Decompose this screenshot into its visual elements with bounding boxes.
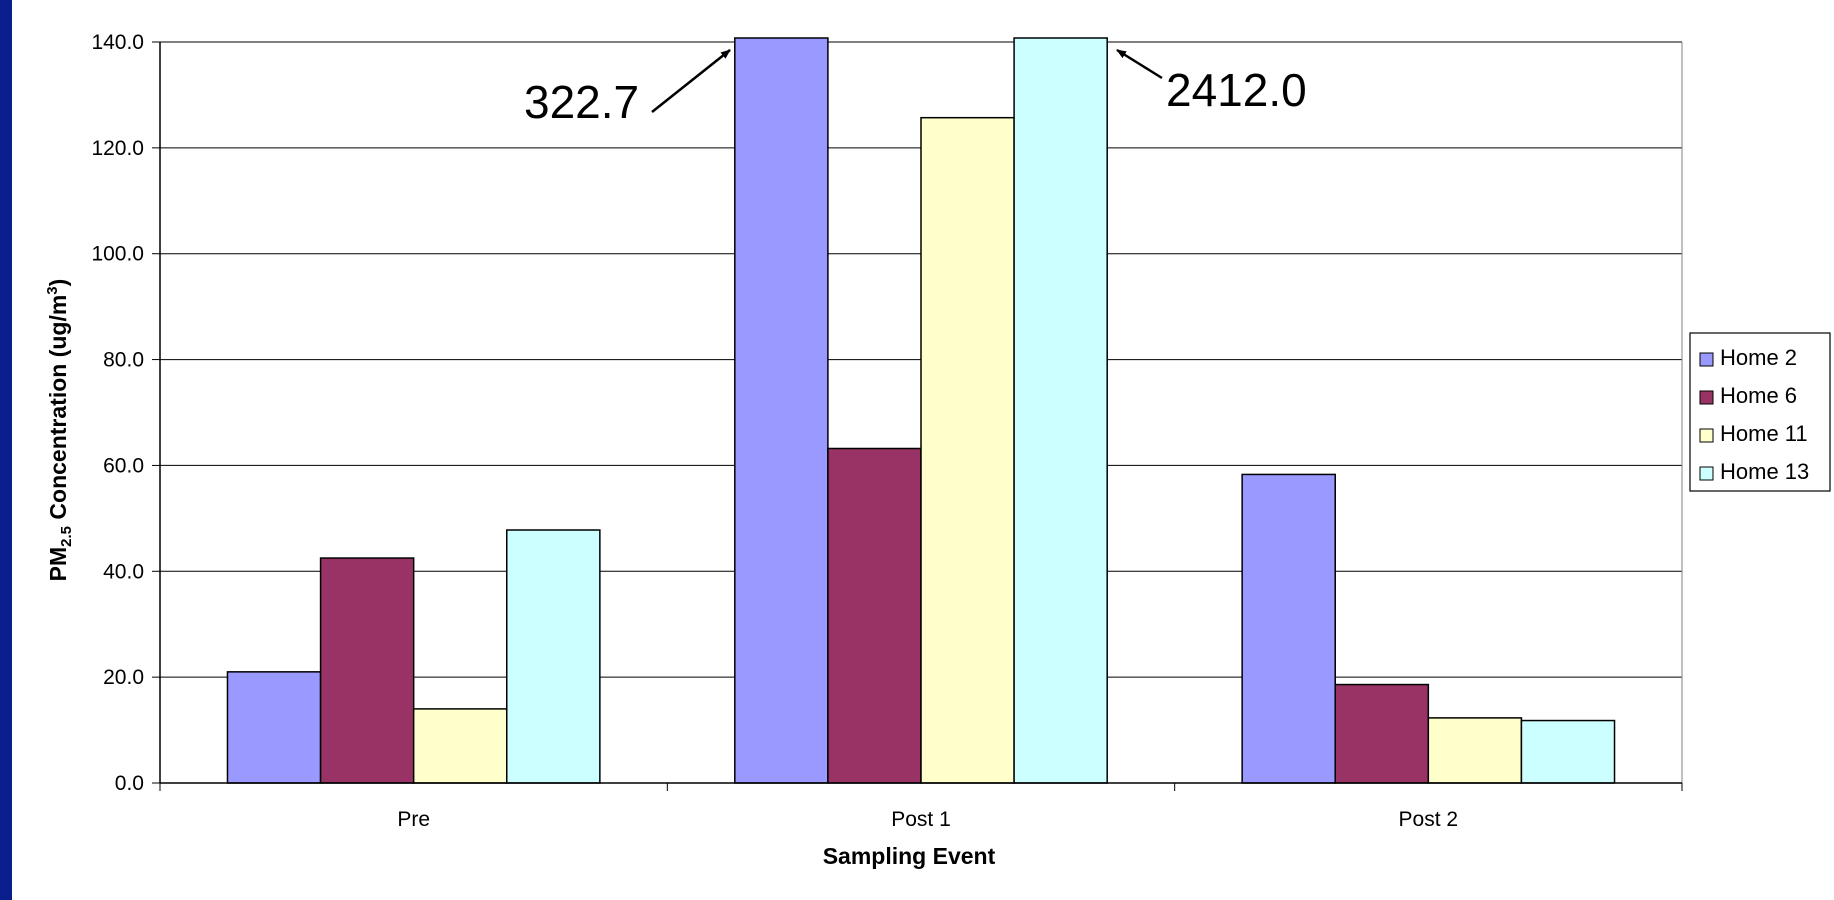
axes bbox=[152, 41, 1683, 791]
bar-home-2-post-1 bbox=[734, 37, 829, 784]
bars-group bbox=[226, 37, 1616, 784]
y-tick-label: 140.0 bbox=[91, 31, 144, 54]
bar-home-11-post-1 bbox=[920, 116, 1015, 784]
annotations: 322.7 2412.0 bbox=[524, 48, 1307, 128]
x-tick-labels: Pre Post 1 Post 2 bbox=[397, 808, 1458, 831]
x-axis-title: Sampling Event bbox=[823, 843, 996, 869]
y-tick-label: 40.0 bbox=[103, 560, 144, 583]
legend-label: Home 11 bbox=[1720, 421, 1808, 446]
x-tick-label: Pre bbox=[397, 808, 430, 831]
bar-chart: 0.0 20.0 40.0 60.0 80.0 100.0 120.0 140.0 Pre Po… bbox=[44, 31, 1831, 869]
y-tick-label: 80.0 bbox=[103, 349, 144, 372]
y-tick-label: 100.0 bbox=[91, 243, 144, 266]
annotation-arrow-home13 bbox=[1116, 48, 1163, 80]
annotation-home2-post1: 322.7 bbox=[524, 76, 639, 128]
y-axis-title-prefix: PM bbox=[45, 547, 71, 582]
bar-home-6-post-1 bbox=[827, 447, 922, 784]
y-tick-labels: 0.0 20.0 40.0 60.0 80.0 100.0 120.0 140.0 bbox=[91, 31, 144, 795]
bar-home-11-post-2 bbox=[1427, 717, 1523, 784]
chart-frame: 0.0 20.0 40.0 60.0 80.0 100.0 120.0 140.0 Pre Po… bbox=[12, 0, 1834, 900]
legend-label: Home 6 bbox=[1720, 383, 1797, 408]
x-tick-label: Post 2 bbox=[1399, 808, 1459, 831]
legend-label: Home 13 bbox=[1720, 459, 1809, 484]
y-axis-title-superscript: 3 bbox=[44, 286, 61, 294]
y-axis-title-middle: Concentration (ug/m bbox=[45, 295, 71, 526]
y-tick-label: 0.0 bbox=[115, 772, 144, 795]
legend-swatch bbox=[1699, 466, 1714, 481]
bar-home-6-pre bbox=[319, 557, 415, 784]
bar-home-13-pre bbox=[506, 529, 601, 784]
y-tick-label: 120.0 bbox=[91, 137, 144, 160]
annotation-home13-post1: 2412.0 bbox=[1166, 64, 1307, 116]
bar-home-6-post-2 bbox=[1334, 683, 1430, 784]
y-axis-title-suffix: ) bbox=[45, 279, 71, 287]
y-tick-label: 60.0 bbox=[103, 454, 144, 477]
y-axis-title: PM2.5 Concentration (ug/m3) bbox=[44, 279, 75, 582]
legend-swatch bbox=[1699, 352, 1714, 367]
legend: Home 2 Home 6 Home 11 Home 13 bbox=[1689, 332, 1831, 492]
bar-home-13-post-2 bbox=[1520, 719, 1616, 784]
legend-box bbox=[1689, 332, 1831, 492]
bar-home-2-pre bbox=[226, 671, 322, 784]
bar-home-11-pre bbox=[412, 708, 508, 784]
y-tick-label: 20.0 bbox=[103, 666, 144, 689]
legend-label: Home 2 bbox=[1720, 345, 1797, 370]
bar-home-2-post-2 bbox=[1241, 473, 1336, 784]
y-axis-title-subscript: 2.5 bbox=[58, 526, 75, 547]
x-tick-label: Post 1 bbox=[891, 808, 951, 831]
bar-home-13-post-1 bbox=[1013, 37, 1108, 784]
legend-swatch bbox=[1699, 390, 1714, 405]
legend-swatch bbox=[1699, 428, 1714, 443]
annotation-arrow-home2 bbox=[651, 49, 731, 113]
